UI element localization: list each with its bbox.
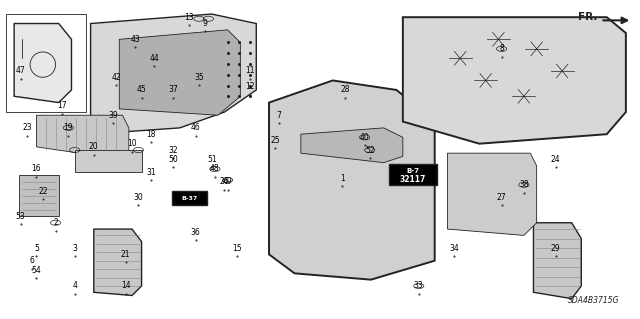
Text: 28: 28 bbox=[340, 85, 350, 94]
PathPatch shape bbox=[269, 80, 435, 280]
Text: 23: 23 bbox=[22, 123, 32, 132]
Text: 37: 37 bbox=[168, 85, 179, 94]
Text: 24: 24 bbox=[551, 155, 561, 164]
Text: 39: 39 bbox=[108, 111, 118, 120]
Text: FR.: FR. bbox=[578, 12, 597, 22]
PathPatch shape bbox=[447, 153, 537, 235]
Text: B-7: B-7 bbox=[406, 168, 419, 174]
Bar bbox=[172, 191, 207, 205]
Text: 26: 26 bbox=[220, 177, 229, 186]
PathPatch shape bbox=[94, 229, 141, 295]
Text: 51: 51 bbox=[207, 155, 216, 164]
Text: 19: 19 bbox=[63, 123, 73, 132]
PathPatch shape bbox=[534, 223, 581, 299]
Text: 38: 38 bbox=[519, 180, 529, 189]
Text: 6: 6 bbox=[29, 256, 35, 265]
PathPatch shape bbox=[75, 150, 141, 172]
Text: 35: 35 bbox=[194, 73, 204, 82]
Text: 32117: 32117 bbox=[399, 175, 426, 184]
Text: 52: 52 bbox=[365, 145, 374, 154]
Text: 17: 17 bbox=[57, 101, 67, 110]
Text: 10: 10 bbox=[127, 139, 137, 148]
Text: B-37: B-37 bbox=[182, 196, 198, 201]
Text: 45: 45 bbox=[137, 85, 147, 94]
Text: 46: 46 bbox=[191, 123, 200, 132]
Text: 31: 31 bbox=[147, 168, 156, 177]
Text: 2: 2 bbox=[53, 218, 58, 227]
Text: 32: 32 bbox=[168, 145, 179, 154]
Text: 53: 53 bbox=[15, 212, 26, 221]
Text: 50: 50 bbox=[168, 155, 179, 164]
Text: 4: 4 bbox=[72, 281, 77, 291]
Text: 43: 43 bbox=[131, 35, 140, 44]
Text: 47: 47 bbox=[15, 66, 26, 76]
Text: 1: 1 bbox=[340, 174, 345, 183]
Text: 40: 40 bbox=[360, 133, 369, 142]
Text: 22: 22 bbox=[38, 187, 47, 196]
Text: 34: 34 bbox=[449, 243, 459, 253]
Text: 49: 49 bbox=[223, 177, 232, 186]
PathPatch shape bbox=[403, 17, 626, 144]
Text: 18: 18 bbox=[147, 130, 156, 139]
Text: 36: 36 bbox=[191, 228, 200, 237]
Text: 13: 13 bbox=[184, 13, 194, 22]
PathPatch shape bbox=[91, 14, 256, 134]
Text: 42: 42 bbox=[111, 73, 121, 82]
Text: 25: 25 bbox=[271, 136, 280, 145]
PathPatch shape bbox=[301, 128, 403, 163]
PathPatch shape bbox=[119, 30, 241, 115]
Text: 20: 20 bbox=[89, 142, 99, 151]
Text: 54: 54 bbox=[31, 266, 42, 275]
Text: 12: 12 bbox=[245, 82, 255, 91]
Text: 33: 33 bbox=[414, 281, 424, 291]
Text: 29: 29 bbox=[551, 243, 561, 253]
Text: 48: 48 bbox=[210, 165, 220, 174]
Text: 7: 7 bbox=[276, 111, 281, 120]
Text: 5: 5 bbox=[34, 243, 39, 253]
Text: 11: 11 bbox=[245, 66, 255, 76]
Text: 9: 9 bbox=[203, 19, 208, 28]
Bar bbox=[389, 164, 436, 185]
Text: 21: 21 bbox=[121, 250, 131, 259]
Text: 15: 15 bbox=[232, 243, 242, 253]
Bar bbox=[6, 14, 86, 112]
Text: SDA4B3715G: SDA4B3715G bbox=[568, 296, 620, 305]
PathPatch shape bbox=[19, 175, 59, 216]
Text: 14: 14 bbox=[121, 281, 131, 291]
Text: 8: 8 bbox=[499, 44, 504, 53]
Text: 16: 16 bbox=[31, 165, 41, 174]
PathPatch shape bbox=[36, 115, 129, 160]
Text: 3: 3 bbox=[72, 243, 77, 253]
PathPatch shape bbox=[14, 24, 72, 103]
Text: 27: 27 bbox=[497, 193, 506, 202]
Text: 30: 30 bbox=[134, 193, 143, 202]
Text: 44: 44 bbox=[150, 54, 159, 63]
